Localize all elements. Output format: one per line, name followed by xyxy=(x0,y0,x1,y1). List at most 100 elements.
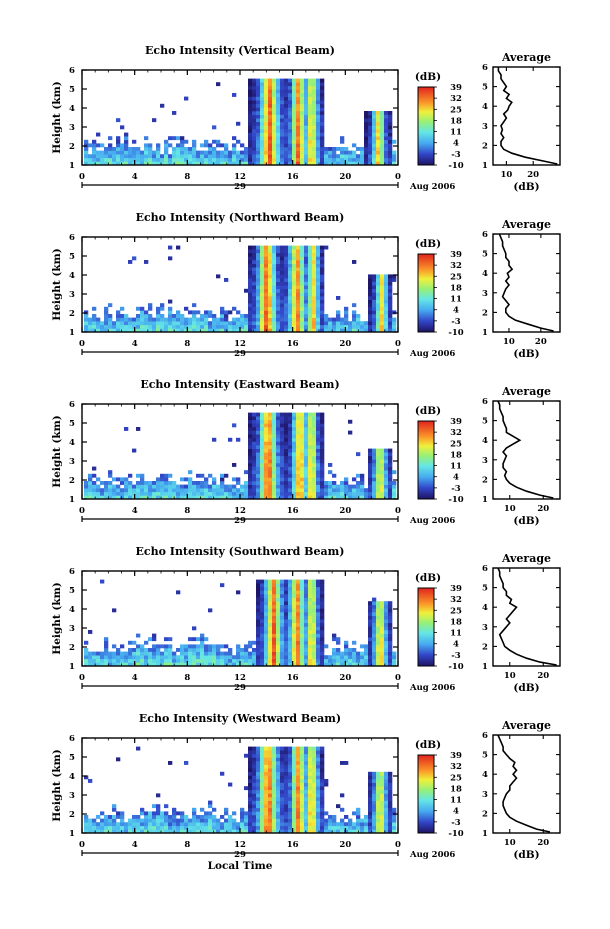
echo-cell xyxy=(320,463,325,467)
echo-cell xyxy=(188,662,193,667)
echo-cell xyxy=(280,753,285,758)
echo-cell xyxy=(112,484,117,489)
echo-cell xyxy=(384,118,389,123)
echo-cell xyxy=(384,786,389,791)
echo-cell xyxy=(248,93,253,97)
echo-cell xyxy=(268,771,273,776)
echo-cell xyxy=(276,445,281,449)
echo-cell xyxy=(256,314,261,318)
echo-cell xyxy=(372,775,377,780)
echo-cell xyxy=(324,314,329,318)
echo-cell xyxy=(100,811,105,816)
echo-cell xyxy=(320,434,325,439)
echo-cell xyxy=(308,306,313,311)
echo-cell xyxy=(272,761,277,765)
echo-cell xyxy=(320,328,325,333)
echo-cell xyxy=(296,481,301,485)
echo-cell xyxy=(388,484,393,489)
echo-cell xyxy=(368,644,373,649)
echo-cell xyxy=(380,470,385,475)
echo-cell xyxy=(308,252,313,257)
echo-cell xyxy=(284,299,289,304)
echo-cell xyxy=(196,321,201,326)
echo-cell xyxy=(120,658,125,663)
echo-cell xyxy=(360,481,365,485)
echo-cell xyxy=(284,477,289,482)
echo-cell xyxy=(316,633,321,638)
echo-cell xyxy=(268,586,273,591)
echo-cell xyxy=(340,481,345,485)
echo-cell xyxy=(268,470,273,475)
echo-cell xyxy=(320,825,325,830)
echo-cell xyxy=(392,818,397,823)
echo-cell xyxy=(292,78,297,83)
echo-cell xyxy=(212,658,217,663)
echo-cell xyxy=(236,477,241,482)
x-tick-label: 12 xyxy=(234,506,246,516)
echo-cell xyxy=(272,260,277,264)
echo-cell xyxy=(168,655,173,660)
echo-cell xyxy=(260,129,265,133)
echo-cell xyxy=(312,825,317,830)
echo-cell xyxy=(380,288,385,293)
echo-cell xyxy=(284,412,289,417)
echo-cell xyxy=(308,459,313,464)
echo-cell xyxy=(376,644,381,649)
echo-cell xyxy=(240,825,245,830)
echo-cell xyxy=(212,150,217,155)
echo-cell xyxy=(260,324,265,329)
echo-cell xyxy=(316,121,321,126)
echo-cell xyxy=(296,139,301,144)
echo-cell xyxy=(132,651,137,656)
echo-cell xyxy=(320,249,325,254)
echo-cell xyxy=(120,150,125,155)
echo-cell xyxy=(256,626,261,631)
echo-cell xyxy=(256,267,261,272)
echo-cell xyxy=(308,789,313,794)
echo-cell xyxy=(248,252,253,257)
echo-cell xyxy=(296,768,301,773)
echo-cell xyxy=(376,481,381,485)
echo-cell xyxy=(332,829,337,834)
echo-cell xyxy=(368,448,373,453)
echo-cell xyxy=(208,815,213,819)
echo-cell xyxy=(288,779,293,783)
echo-cell xyxy=(312,281,317,286)
echo-cell xyxy=(276,807,281,812)
echo-cell xyxy=(312,296,317,300)
echo-cell xyxy=(328,822,333,827)
echo-cell xyxy=(340,328,345,333)
echo-cell xyxy=(276,491,281,496)
average-x-tick-label: 10 xyxy=(504,671,516,681)
echo-cell xyxy=(380,459,385,464)
echo-heatmap xyxy=(84,746,397,834)
echo-cell xyxy=(376,807,381,812)
echo-cell xyxy=(372,807,377,812)
echo-cell xyxy=(392,484,397,489)
echo-cell xyxy=(256,103,261,108)
echo-cell xyxy=(264,118,269,123)
echo-cell xyxy=(312,764,317,769)
echo-cell xyxy=(380,658,385,663)
echo-cell xyxy=(304,125,309,130)
echo-cell xyxy=(320,103,325,108)
y-axis-label: Height (km) xyxy=(51,582,63,654)
echo-cell xyxy=(388,299,393,304)
echo-cell xyxy=(320,132,325,137)
echo-cell xyxy=(388,619,393,624)
echo-cell xyxy=(324,245,329,250)
echo-cell xyxy=(244,644,249,649)
echo-cell xyxy=(248,782,253,787)
echo-cell xyxy=(292,757,297,762)
echo-cell xyxy=(112,658,117,663)
echo-cell xyxy=(284,764,289,769)
echo-cell xyxy=(252,437,257,442)
echo-cell xyxy=(196,818,201,823)
echo-cell xyxy=(168,143,173,148)
echo-cell xyxy=(296,324,301,329)
echo-cell xyxy=(264,655,269,660)
echo-cell xyxy=(172,822,177,827)
echo-cell xyxy=(340,161,345,166)
echo-cell xyxy=(364,129,369,133)
echo-cell xyxy=(388,452,393,457)
